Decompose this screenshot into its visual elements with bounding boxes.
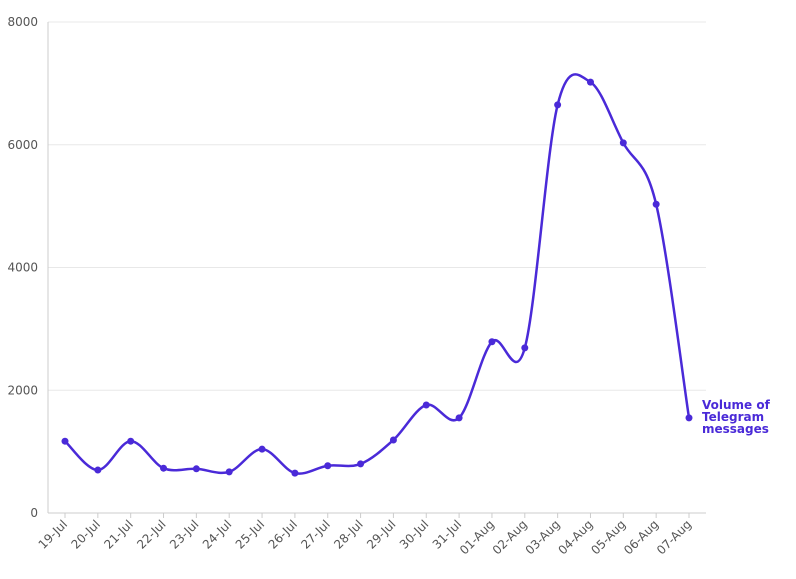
- x-tick-label: 21-Jul: [101, 517, 135, 551]
- x-tick-label: 20-Jul: [68, 517, 102, 551]
- point: [94, 466, 102, 474]
- x-tick-label: 25-Jul: [233, 517, 267, 551]
- y-tick-label: 0: [30, 506, 38, 520]
- x-tick-label: 29-Jul: [364, 517, 398, 551]
- x-tick-label: 23-Jul: [167, 517, 201, 551]
- x-tick-label: 19-Jul: [36, 517, 70, 551]
- x-tick-label: 05-Aug: [588, 517, 628, 557]
- point: [192, 465, 200, 473]
- line: [64, 73, 691, 475]
- point: [324, 462, 332, 470]
- x-tick-label: 07-Aug: [654, 517, 694, 557]
- x-tick-label: 03-Aug: [523, 517, 563, 557]
- point: [521, 344, 529, 352]
- point: [389, 436, 397, 444]
- x-tick-label: 22-Jul: [134, 517, 168, 551]
- x-tick-label: 26-Jul: [266, 517, 300, 551]
- point: [685, 414, 693, 422]
- point: [127, 437, 135, 445]
- y-tick-label: 8000: [7, 15, 38, 29]
- point: [160, 464, 168, 472]
- point: [291, 469, 299, 477]
- point: [61, 437, 69, 445]
- x-tick-label: 27-Jul: [298, 517, 332, 551]
- y-tick-label: 6000: [7, 138, 38, 152]
- y-tick-label: 2000: [7, 383, 38, 397]
- point: [488, 338, 496, 346]
- point: [554, 101, 562, 109]
- x-tick-label: 06-Aug: [621, 517, 661, 557]
- series-label: Volume of Telegram messages: [702, 398, 770, 436]
- point: [357, 460, 365, 468]
- point: [225, 468, 233, 476]
- point: [455, 414, 463, 422]
- point: [652, 200, 660, 208]
- x-tick-label: 02-Aug: [490, 517, 530, 557]
- x-tick-label: 24-Jul: [200, 517, 234, 551]
- point: [619, 139, 627, 147]
- x-tick-label: 04-Aug: [555, 517, 595, 557]
- x-tick-label: 01-Aug: [457, 517, 497, 557]
- point: [586, 78, 594, 86]
- x-tick-label: 30-Jul: [397, 517, 431, 551]
- x-tick-label: 28-Jul: [331, 517, 365, 551]
- point: [422, 401, 430, 409]
- y-tick-label: 4000: [7, 261, 38, 275]
- point: [258, 445, 266, 453]
